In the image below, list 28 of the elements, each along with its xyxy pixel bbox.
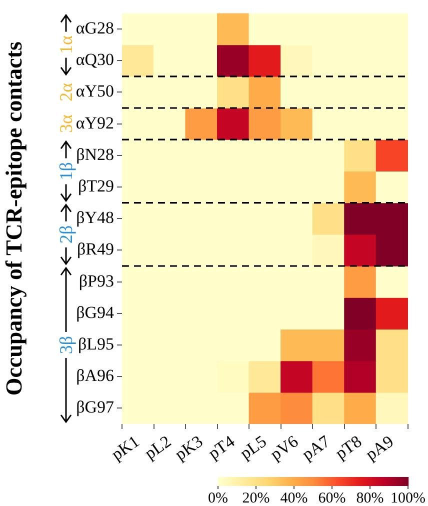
- color-bar-label: 20%: [242, 490, 270, 506]
- text: 3β: [56, 336, 76, 354]
- y-tick-label: βR49: [77, 240, 114, 259]
- text: 1α: [56, 35, 76, 54]
- y-tick-label: βL95: [78, 334, 114, 354]
- y-axis-title: Occupancy of TCR-epitope contacts: [2, 41, 27, 396]
- y-tick-label: βT29: [78, 176, 114, 196]
- text: 2α: [56, 82, 76, 102]
- y-tick-label: βN28: [76, 144, 114, 164]
- y-tick-label: αY50: [76, 82, 114, 101]
- x-tick-label: pT4: [204, 431, 238, 464]
- y-tick-label: βG97: [76, 398, 114, 417]
- y-tick-label: αY92: [76, 113, 114, 132]
- y-tick-label: αQ30: [76, 50, 114, 70]
- text: 3α: [56, 114, 76, 134]
- text: 2β: [56, 225, 76, 244]
- color-bar-label: 0%: [208, 490, 228, 506]
- y-tick-label: βP93: [78, 271, 114, 290]
- y-tick-label: βY48: [76, 208, 114, 228]
- color-bar-label: 40%: [280, 490, 308, 506]
- y-tick-label: αG28: [76, 18, 114, 38]
- y-tick-label: βA96: [76, 366, 114, 386]
- x-tick-label: pK1: [108, 432, 143, 464]
- color-bar-label: 80%: [356, 490, 384, 506]
- y-tick-label: βG94: [76, 302, 114, 322]
- color-bar-label: 60%: [318, 490, 346, 506]
- color-bar-label: 100%: [390, 490, 426, 506]
- text: 1β: [56, 162, 76, 180]
